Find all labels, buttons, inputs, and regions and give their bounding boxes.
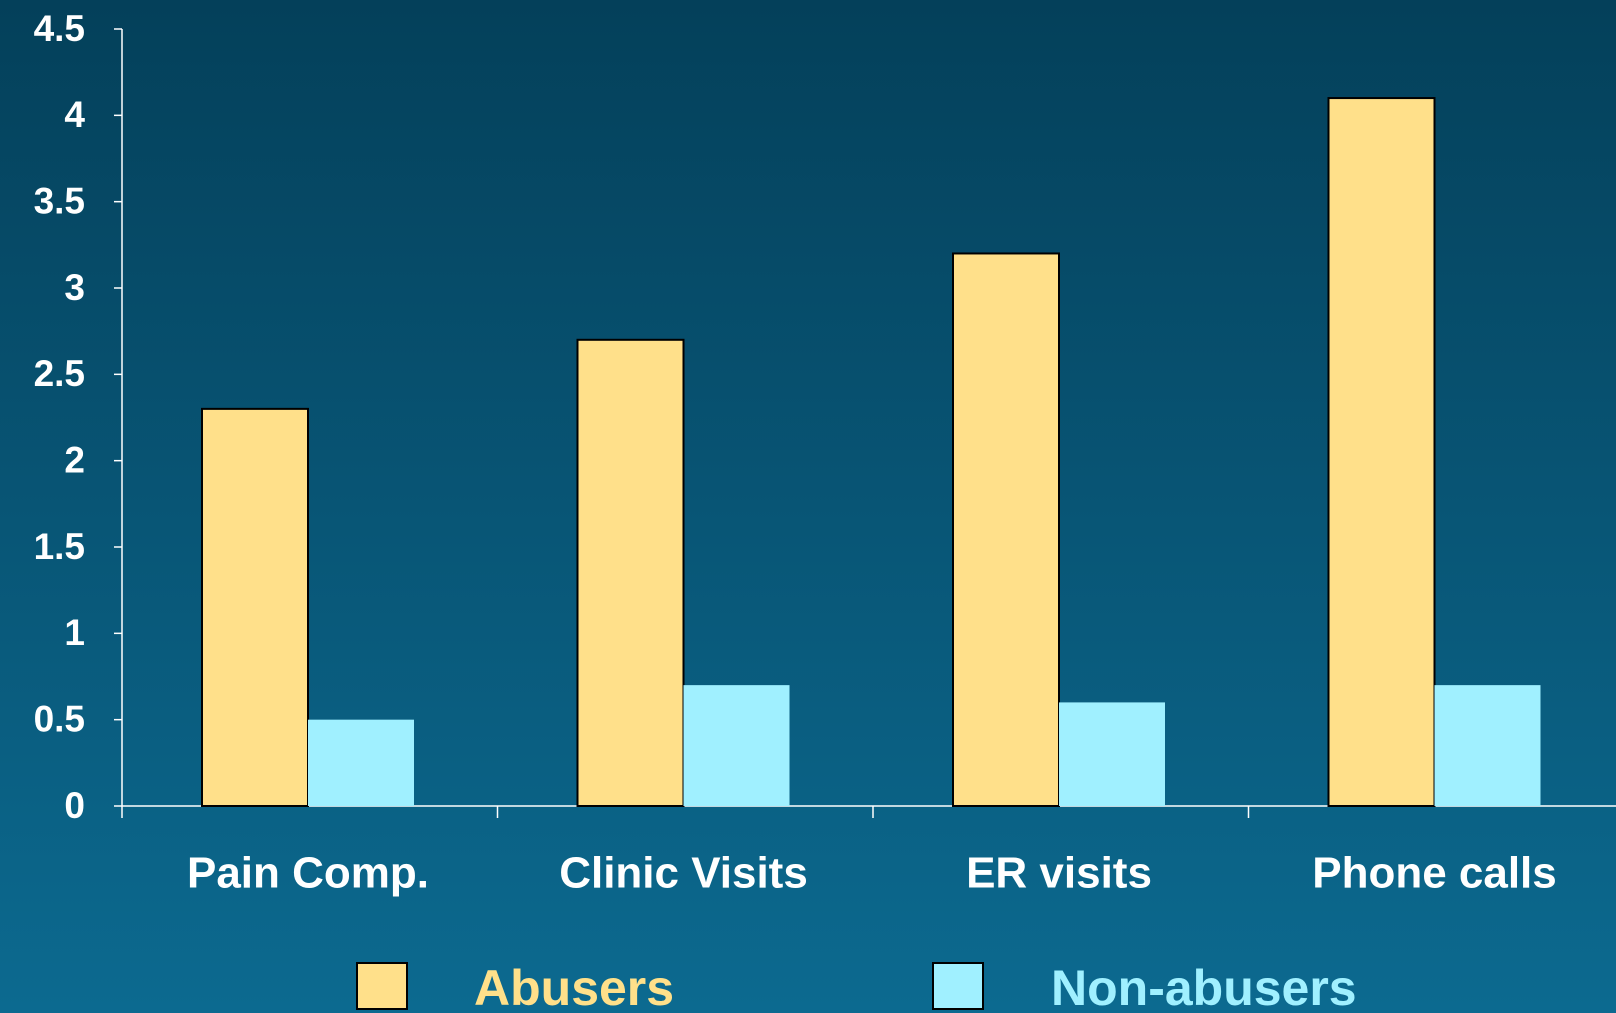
legend-label: Abusers: [474, 960, 674, 1013]
y-tick-label: 2: [64, 439, 85, 480]
bar: [308, 719, 414, 806]
bar: [1327, 97, 1436, 808]
bar: [683, 685, 790, 806]
y-tick-label: 4: [64, 94, 85, 135]
bar: [952, 252, 1060, 807]
bar: [1059, 702, 1165, 806]
x-tick-label: Pain Comp.: [187, 849, 429, 898]
y-tick-label: 2.5: [34, 353, 85, 394]
bar: [1434, 685, 1541, 806]
bar: [576, 338, 685, 807]
y-tick-label: 4.5: [34, 8, 85, 49]
legend-swatch: [932, 962, 984, 1010]
x-tick-label: Clinic Visits: [559, 849, 808, 898]
y-tick-label: 3.5: [34, 180, 85, 221]
y-tick-label: 0: [64, 785, 85, 826]
x-tick-label: Phone calls: [1312, 849, 1557, 898]
x-tick-label: ER visits: [966, 849, 1152, 898]
legend-swatch: [356, 962, 408, 1010]
bar: [201, 407, 309, 807]
y-tick-label: 3: [64, 267, 85, 308]
y-tick-label: 1.5: [34, 526, 85, 567]
y-tick-label: 0.5: [34, 698, 85, 739]
y-tick-label: 1: [64, 612, 85, 653]
legend-label: Non-abusers: [1051, 960, 1357, 1013]
